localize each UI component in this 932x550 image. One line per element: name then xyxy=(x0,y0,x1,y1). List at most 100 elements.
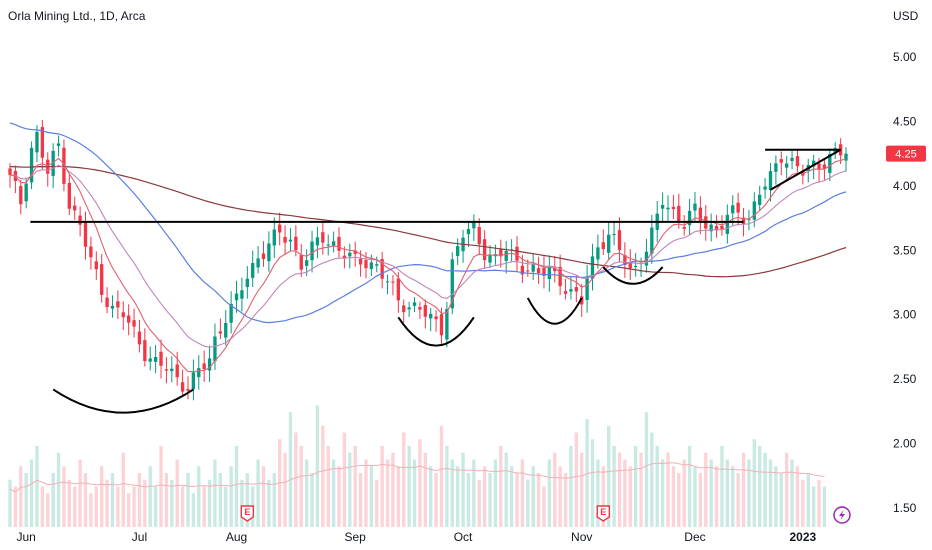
time-tick-label: Jul xyxy=(132,530,147,544)
candle xyxy=(197,355,201,390)
candle-body xyxy=(455,246,460,256)
lightning-icon[interactable] xyxy=(833,506,851,524)
candle xyxy=(466,220,471,247)
volume-bar xyxy=(526,479,530,527)
volume-bar xyxy=(741,452,746,527)
candle xyxy=(455,238,460,265)
candle xyxy=(202,350,206,382)
volume-bar xyxy=(633,446,638,527)
candle-body xyxy=(623,255,627,266)
candle xyxy=(811,154,816,180)
time-tick-label: Jun xyxy=(17,530,36,544)
candle-body xyxy=(197,368,201,378)
volume-bar xyxy=(51,473,55,527)
candle-body xyxy=(29,147,34,183)
volume-bar xyxy=(245,473,249,527)
candle-body xyxy=(40,127,45,158)
candle xyxy=(326,234,330,256)
time-tick-label: Dec xyxy=(684,530,705,544)
candle xyxy=(623,242,627,278)
candle-body xyxy=(677,205,681,222)
volume-bar xyxy=(547,459,552,527)
candle xyxy=(310,230,314,273)
volume-bar xyxy=(207,479,212,527)
candle-body xyxy=(720,225,724,230)
candle-body xyxy=(288,239,293,242)
candle-body xyxy=(811,160,816,167)
candle-body xyxy=(105,297,109,308)
candle-body xyxy=(116,301,120,308)
candle xyxy=(553,255,557,283)
candle xyxy=(132,308,136,338)
volume-bar xyxy=(412,459,417,527)
candle-body xyxy=(515,246,519,261)
candle-body xyxy=(213,336,217,362)
candle xyxy=(396,272,401,313)
candle-body xyxy=(714,226,719,231)
volume-bar xyxy=(784,452,789,527)
candle xyxy=(407,301,411,317)
candle-body xyxy=(553,267,557,272)
candle-body xyxy=(563,291,568,294)
price-tick-label: 3.00 xyxy=(893,308,917,322)
candle-body xyxy=(364,260,368,269)
candle xyxy=(207,345,212,382)
volume-bar xyxy=(790,459,794,527)
candle xyxy=(175,351,179,386)
candle xyxy=(353,241,357,267)
time-axis[interactable]: Jun Jul Aug Sep Oct Nov Dec 2023 xyxy=(17,530,817,544)
candle xyxy=(110,295,115,318)
volume-bar xyxy=(682,459,686,527)
candle xyxy=(180,369,185,397)
candle xyxy=(234,280,239,313)
candle-body xyxy=(520,265,525,275)
candle-body xyxy=(741,217,746,224)
candle xyxy=(547,255,552,292)
volume-bar xyxy=(650,432,654,527)
volume-bar xyxy=(170,479,174,527)
candle-body xyxy=(78,215,82,225)
volume-bar xyxy=(488,473,492,527)
candle-body xyxy=(607,234,611,253)
candle-body xyxy=(380,259,384,279)
earnings-icon: E xyxy=(240,505,255,522)
candle-body xyxy=(94,261,98,270)
candle-body xyxy=(499,249,503,257)
candle-body xyxy=(143,340,147,362)
candle-body xyxy=(547,266,552,280)
volume-bar xyxy=(19,466,23,527)
candle-body xyxy=(698,207,703,222)
candle-body xyxy=(612,234,616,236)
candle-body xyxy=(822,164,827,169)
volume-bar xyxy=(73,486,77,527)
volume-bar xyxy=(731,466,735,527)
time-tick-label: Oct xyxy=(454,530,473,544)
candle-body xyxy=(8,168,12,175)
volume-layer xyxy=(8,405,827,527)
candle xyxy=(100,253,104,303)
candle-body xyxy=(736,202,740,213)
candle xyxy=(126,304,131,336)
price-tick-label: 2.00 xyxy=(893,437,917,451)
candle xyxy=(288,228,293,252)
pattern-arc xyxy=(526,297,583,325)
volume-bar xyxy=(542,486,546,527)
candle-body xyxy=(779,159,783,163)
volume-bar xyxy=(429,466,433,527)
volume-bar xyxy=(342,432,347,527)
candle xyxy=(412,297,417,313)
pattern-arc xyxy=(397,316,475,347)
candle-body xyxy=(164,369,169,371)
candle-body xyxy=(671,206,676,210)
price-axis[interactable]: 5.00 4.50 4.00 3.50 3.00 2.50 2.00 1.50 xyxy=(893,50,917,515)
candle xyxy=(677,193,681,229)
candle-body xyxy=(186,389,190,391)
volume-bar xyxy=(364,459,368,527)
candle-body xyxy=(817,163,821,170)
candle-body xyxy=(693,203,697,211)
candle-body xyxy=(418,307,422,310)
time-tick-label: Nov xyxy=(571,530,592,544)
volume-bar xyxy=(774,466,778,527)
